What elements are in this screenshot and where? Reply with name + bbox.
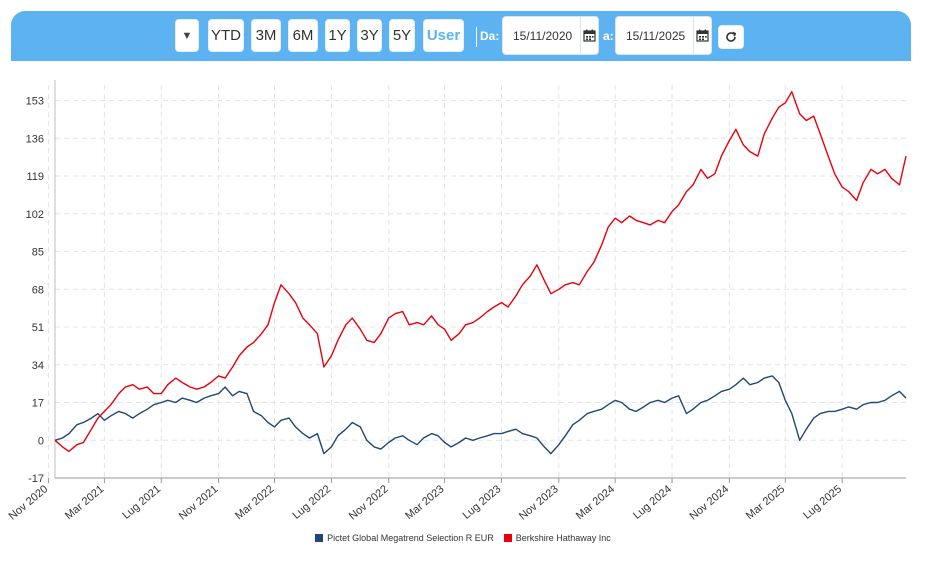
series-line-berkshire: [54, 91, 907, 453]
legend-swatch: [503, 534, 512, 542]
chart-legend: Pictet Global Megatrend Selection R EUR …: [0, 533, 926, 543]
y-tick-label: 119: [26, 171, 44, 183]
y-tick-label: 85: [32, 247, 44, 259]
range-button-3y[interactable]: 3Y: [357, 19, 382, 52]
x-tick-label: Mar 2025: [744, 483, 787, 522]
y-tick-label: 136: [26, 133, 44, 145]
y-tick-label: 34: [32, 360, 44, 372]
line-chart: -17 0 17 34 51 68 85 102 119 136 153 Nov 2020 Mar 20…: [7, 80, 907, 523]
y-tick-label: 68: [32, 284, 44, 296]
x-tick-label: Mar 2021: [63, 483, 106, 522]
x-tick-label: Lug 2025: [801, 483, 844, 522]
toolbar-divider: [476, 27, 477, 47]
legend-label: Berkshire Hathaway Inc: [515, 533, 611, 543]
x-tick-label: Mar 2023: [403, 483, 446, 522]
x-tick-label: Nov 2023: [517, 483, 561, 522]
to-date-label: a:: [603, 29, 614, 43]
range-button-1y[interactable]: 1Y: [325, 19, 350, 52]
x-tick-label: Nov 2021: [177, 483, 221, 522]
range-button-user[interactable]: User: [423, 19, 464, 52]
range-button-ytd[interactable]: YTD: [208, 19, 244, 52]
legend-item-pictet[interactable]: Pictet Global Megatrend Selection R EUR: [315, 533, 494, 543]
x-tick-label: Mar 2022: [233, 483, 276, 522]
x-tick-label: Lug 2022: [290, 483, 333, 522]
series-line-pictet: [54, 375, 907, 455]
range-toolbar: ▼ YTD 3M 6M 1Y 3Y 5Y User Da: a:: [11, 11, 911, 61]
y-tick-label: 0: [38, 435, 44, 447]
to-date-input[interactable]: [615, 16, 712, 55]
x-tick-label: Lug 2021: [120, 483, 163, 522]
refresh-icon[interactable]: [718, 25, 744, 49]
calendar-icon[interactable]: [693, 16, 711, 55]
y-tick-label: 153: [26, 96, 44, 108]
calendar-icon[interactable]: [580, 16, 598, 55]
range-button-6m[interactable]: 6M: [288, 19, 318, 52]
y-tick-label: 17: [32, 398, 44, 410]
x-tick-label: Nov 2022: [347, 483, 391, 522]
legend-swatch: [315, 534, 324, 542]
x-tick-label: Lug 2024: [631, 483, 674, 522]
legend-item-berkshire[interactable]: Berkshire Hathaway Inc: [503, 533, 611, 543]
from-date-input[interactable]: [502, 16, 599, 55]
range-button-3m[interactable]: 3M: [251, 19, 281, 52]
y-tick-label: -17: [28, 473, 44, 485]
x-tick-label: Nov 2020: [7, 483, 51, 522]
from-date-label: Da:: [480, 29, 500, 43]
legend-label: Pictet Global Megatrend Selection R EUR: [327, 533, 494, 543]
range-button-5y[interactable]: 5Y: [389, 19, 415, 52]
x-tick-label: Mar 2024: [574, 483, 617, 522]
x-tick-label: Lug 2023: [461, 483, 504, 522]
x-tick-label: Nov 2024: [688, 483, 732, 522]
y-tick-label: 102: [26, 209, 44, 221]
y-tick-label: 51: [32, 322, 44, 334]
chevron-down-icon[interactable]: ▼: [175, 19, 199, 52]
